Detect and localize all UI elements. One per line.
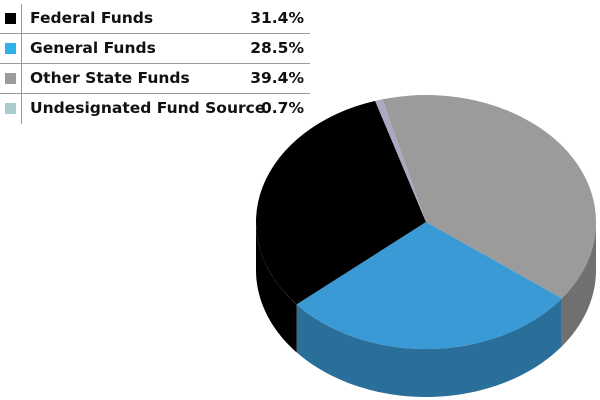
legend-row-other-state-funds: Other State Funds 39.4% xyxy=(0,64,310,94)
pie-side-other-state-funds xyxy=(561,222,596,347)
pie-side-general-funds xyxy=(296,298,562,397)
legend-row-federal-funds: Federal Funds 31.4% xyxy=(0,4,310,34)
pie-slice-undesignated-fund-source xyxy=(375,99,426,222)
legend-label-other-state-funds: Other State Funds xyxy=(30,69,190,87)
pie-slice-federal-funds xyxy=(255,100,426,305)
chart-legend: Federal Funds 31.4% General Funds 28.5% … xyxy=(0,4,310,124)
pie-slice-general-funds xyxy=(296,222,562,350)
legend-swatch-general-funds xyxy=(5,43,16,54)
pie-top-faces xyxy=(255,95,596,350)
legend-swatch-federal-funds xyxy=(5,13,16,24)
pie-side-walls xyxy=(256,222,596,397)
legend-value-general-funds: 28.5% xyxy=(250,39,304,57)
legend-label-federal-funds: Federal Funds xyxy=(30,9,154,27)
legend-value-other-state-funds: 39.4% xyxy=(250,69,304,87)
legend-value-undesignated-fund-source: 0.7% xyxy=(261,99,304,117)
legend-label-general-funds: General Funds xyxy=(30,39,156,57)
legend-swatch-other-state-funds xyxy=(5,73,16,84)
legend-swatch-undesignated-fund-source xyxy=(5,103,16,114)
pie-slice-other-state-funds xyxy=(382,95,596,299)
legend-label-undesignated-fund-source: Undesignated Fund Source xyxy=(30,99,266,117)
legend-row-undesignated-fund-source: Undesignated Fund Source 0.7% xyxy=(0,94,310,124)
legend-value-federal-funds: 31.4% xyxy=(250,9,304,27)
pie-side-federal-funds xyxy=(256,222,297,353)
legend-row-general-funds: General Funds 28.5% xyxy=(0,34,310,64)
